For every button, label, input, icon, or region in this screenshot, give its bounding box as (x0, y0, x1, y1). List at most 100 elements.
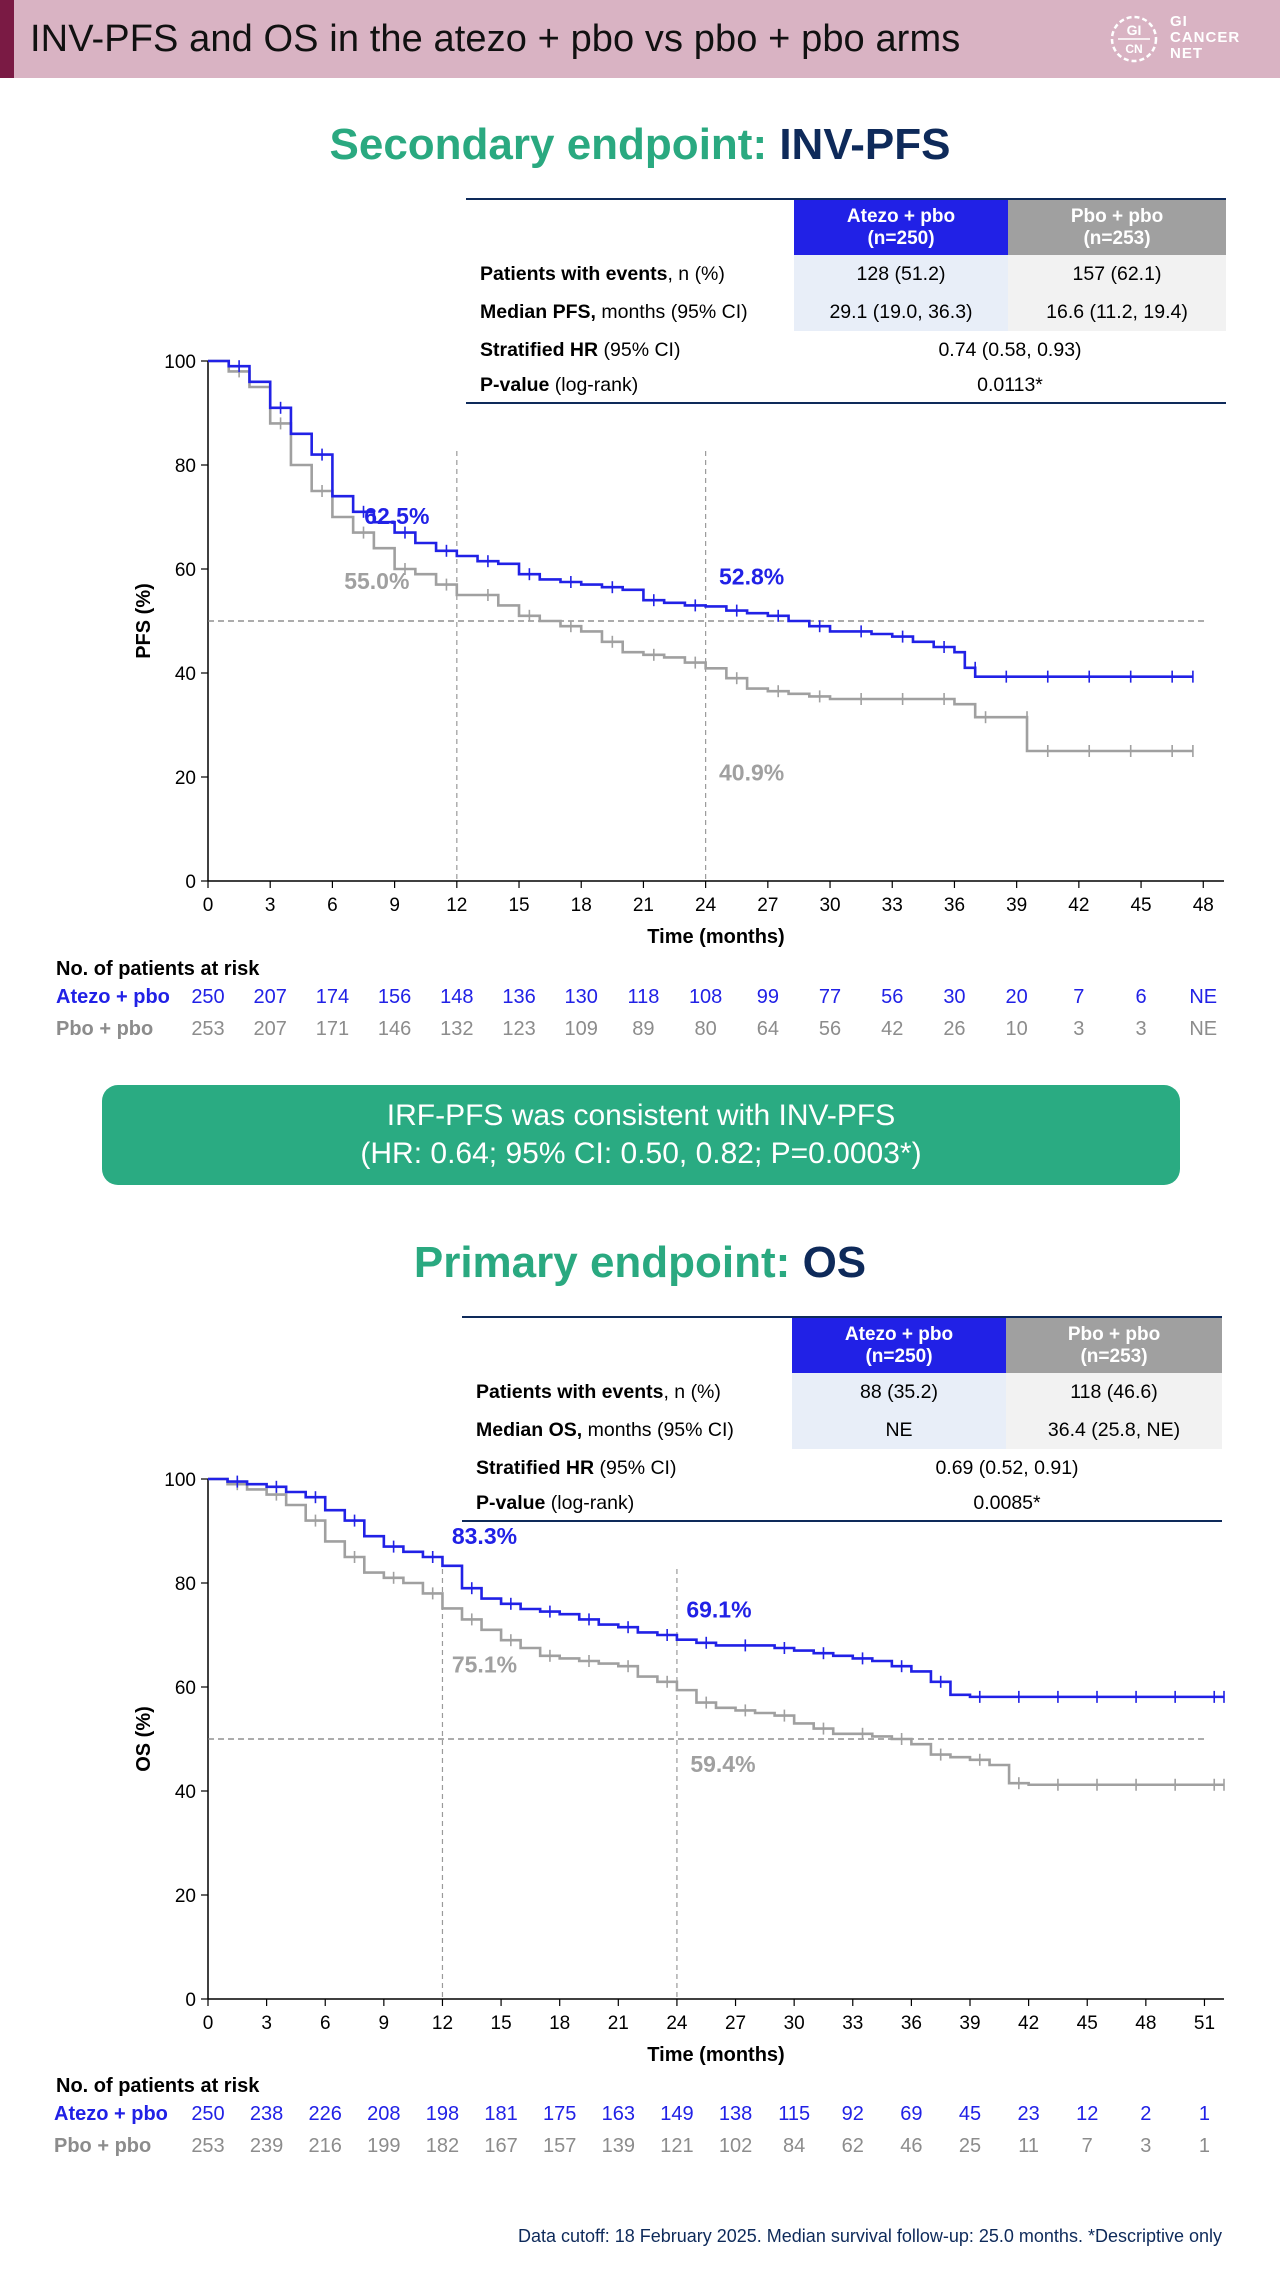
os-x-tick-label: 30 (784, 2013, 805, 2034)
os-x-tick-label: 6 (320, 2013, 331, 2034)
pfs-x-tick-label: 24 (695, 895, 717, 916)
svg-text:GI: GI (1127, 22, 1142, 38)
os-section-title: Primary endpoint: OS (413, 1238, 867, 1287)
os-risk-atezo-label: Atezo + pbo (54, 2103, 168, 2125)
pfs-risk-atezo-count: 20 (1005, 986, 1028, 1008)
pfs-risk-atezo-count: 56 (881, 986, 904, 1008)
pfs-x-tick-label: 15 (508, 895, 529, 916)
page-title: INV-PFS and OS in the atezo + pbo vs pbo… (30, 18, 961, 60)
os-risk-pbo-count: 46 (900, 2135, 923, 2157)
os-risk-pbo-count: 11 (1018, 2135, 1039, 2157)
pfs-risk-atezo-count: 174 (315, 986, 350, 1008)
pfs-risk-pbo-count: 64 (756, 1018, 779, 1040)
pfs-x-tick-label: 30 (819, 895, 840, 916)
pfs-pvalue-row: P-value (log-rank) 0.0113* (466, 369, 1226, 403)
os-risk-pbo-count: 3 (1140, 2135, 1152, 2157)
os-col-atezo-header: Atezo + pbo (n=250) (792, 1317, 1006, 1373)
pfs-risk-atezo-count: 130 (564, 986, 598, 1008)
os-y-tick-label: 80 (175, 1574, 196, 1595)
pfs-atezo-landmark-label: 62.5% (364, 503, 429, 529)
pfs-risk-pbo-count: 109 (564, 1018, 598, 1040)
pfs-x-tick-label: 39 (1006, 895, 1027, 916)
os-risk-pbo-count: 199 (367, 2135, 401, 2157)
pfs-pbo-landmark-label: 40.9% (719, 759, 784, 785)
os-col-pbo-header: Pbo + pbo (n=253) (1006, 1317, 1222, 1373)
os-risk-atezo-count: 92 (841, 2103, 864, 2125)
os-risk-atezo-count: 12 (1076, 2103, 1099, 2125)
pfs-risk-pbo-label: Pbo + pbo (56, 1018, 154, 1040)
os-median-row: Median OS, months (95% CI) NE 36.4 (25.8… (462, 1411, 1222, 1449)
os-risk-pbo-count: 139 (601, 2135, 635, 2157)
pfs-atezo-landmark-label: 52.8% (719, 563, 784, 589)
os-y-axis-label: OS (%) (133, 1706, 155, 1772)
pfs-x-tick-label: 9 (389, 895, 400, 916)
pfs-x-tick-label: 21 (633, 895, 654, 916)
pfs-risk-pbo-count: 10 (1005, 1018, 1028, 1040)
pfs-risk-atezo-count: 118 (627, 986, 660, 1008)
gi-cancer-net-logo: GI CN GI CANCER NET (1108, 10, 1268, 68)
os-risk-pbo-count: 84 (783, 2135, 806, 2157)
os-y-tick-label: 0 (185, 1990, 196, 2011)
os-risk-pbo-count: 25 (958, 2135, 982, 2157)
os-pvalue-row: P-value (log-rank) 0.0085* (462, 1487, 1222, 1521)
os-risk-pbo-count: 62 (841, 2135, 864, 2157)
pfs-risk-atezo-count: 77 (818, 986, 842, 1008)
pfs-y-tick-label: 0 (185, 872, 196, 893)
os-risk-atezo-count: 2 (1140, 2103, 1152, 2125)
os-risk-atezo-count: 1 (1198, 2103, 1211, 2125)
os-risk-pbo-count: 157 (543, 2135, 577, 2157)
pfs-x-tick-label: 12 (446, 895, 467, 916)
pfs-pbo-curve (208, 359, 1193, 753)
pfs-risk-pbo-count: NE (1189, 1018, 1218, 1040)
os-x-tick-label: 27 (725, 2013, 746, 2034)
pfs-col-atezo-header: Atezo + pbo (n=250) (794, 199, 1008, 255)
pfs-risk-pbo-count: 42 (881, 1018, 904, 1040)
pfs-y-tick-label: 20 (175, 768, 196, 789)
logo-wreath-icon: GI CN (1110, 15, 1158, 63)
pfs-hr-row: Stratified HR (95% CI) 0.74 (0.58, 0.93) (480, 338, 1082, 361)
os-risk-title: No. of patients at risk (56, 2075, 260, 2097)
os-risk-table: No. of patients at risk Atezo + pbo Pbo … (0, 2072, 1280, 2162)
os-risk-atezo-count: 138 (718, 2103, 753, 2125)
pfs-risk-pbo-count: 26 (943, 1018, 966, 1040)
pfs-risk-pbo-count: 80 (694, 1018, 717, 1040)
pfs-risk-table: No. of patients at risk Atezo + pbo Pbo … (0, 955, 1280, 1045)
pfs-y-tick-label: 100 (164, 352, 196, 373)
pfs-x-axis-label: Time (months) (647, 926, 784, 948)
pfs-risk-atezo-count: 30 (943, 986, 966, 1008)
pfs-risk-atezo-count: 207 (253, 986, 287, 1008)
os-pbo-landmark-label: 59.4% (690, 1751, 755, 1777)
pfs-risk-atezo-count: 6 (1135, 986, 1147, 1008)
pfs-y-tick-label: 40 (175, 664, 196, 685)
pfs-section-title: Secondary endpoint: INV-PFS (329, 120, 951, 169)
os-x-tick-label: 39 (959, 2013, 980, 2034)
pfs-x-tick-label: 18 (571, 895, 592, 916)
callout-line-1: IRF-PFS was consistent with INV-PFS (386, 1099, 896, 1132)
pfs-median-row: Median PFS, months (95% CI) 29.1 (19.0, … (466, 293, 1226, 331)
os-risk-atezo-count: 181 (484, 2103, 518, 2125)
pfs-risk-pbo-count: 146 (377, 1018, 412, 1040)
pfs-pbo-landmark-label: 55.0% (344, 568, 409, 594)
os-risk-atezo-count: 226 (308, 2103, 342, 2125)
os-risk-atezo-count: 23 (1017, 2103, 1040, 2125)
os-x-tick-label: 45 (1077, 2013, 1098, 2034)
pfs-risk-pbo-count: 3 (1073, 1018, 1085, 1040)
pfs-x-tick-label: 33 (882, 895, 903, 916)
pfs-risk-title: No. of patients at risk (56, 958, 260, 980)
pfs-risk-pbo-count: 207 (253, 1018, 287, 1040)
os-x-axis-label: Time (months) (647, 2044, 784, 2066)
os-risk-pbo-count: 102 (718, 2135, 753, 2157)
footer-note: Data cutoff: 18 February 2025. Median su… (517, 2226, 1222, 2246)
os-risk-atezo-count: 198 (425, 2103, 460, 2125)
os-x-tick-label: 36 (901, 2013, 922, 2034)
os-risk-atezo-count: 45 (958, 2103, 982, 2125)
os-risk-pbo-count: 1 (1198, 2135, 1211, 2157)
os-risk-atezo-count: 149 (660, 2103, 694, 2125)
os-x-tick-label: 33 (842, 2013, 863, 2034)
irf-pfs-callout: IRF-PFS was consistent with INV-PFS (HR:… (102, 1085, 1180, 1185)
pfs-kaplan-meier-chart: 0 3 6 9 12 15 18 21 24 27 30 33 36 39 42 45 480204060801… (133, 352, 1224, 948)
os-stats-table: Atezo + pbo (n=250) Pbo + pbo (n=253) Pati… (462, 1316, 1222, 1522)
os-risk-pbo-count: 7 (1081, 2135, 1093, 2157)
header-accent (0, 0, 14, 78)
os-atezo-landmark-label: 83.3% (452, 1523, 517, 1549)
